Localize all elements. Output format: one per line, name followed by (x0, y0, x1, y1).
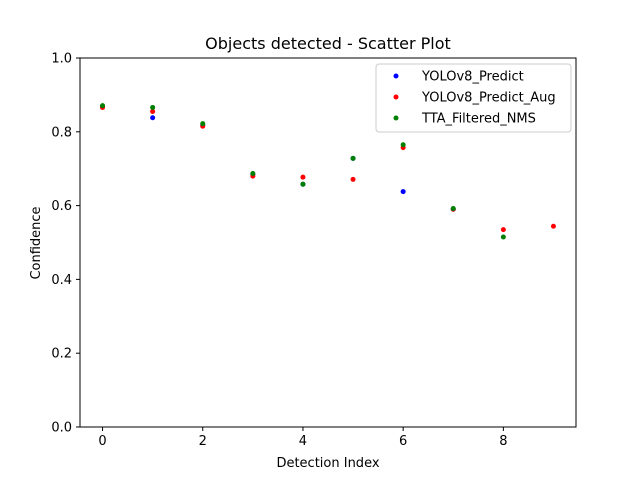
y-tick-label: 1.0 (51, 52, 72, 67)
y-tick-label: 0.8 (51, 125, 72, 140)
legend-marker (393, 94, 399, 100)
data-point (450, 206, 456, 212)
data-point (150, 109, 156, 115)
data-point (100, 103, 106, 109)
legend-label: TTA_Filtered_NMS (421, 112, 536, 127)
y-tick-label: 0.2 (51, 347, 72, 362)
legend-marker (393, 115, 399, 121)
plot-frame (79, 57, 577, 428)
data-point (250, 170, 256, 176)
legend-marker (393, 73, 399, 79)
data-point (500, 227, 506, 233)
legend-label: YOLOv8_Predict_Aug (421, 91, 556, 106)
data-point (150, 115, 156, 121)
legend-box (375, 63, 572, 133)
x-axis-label: Detection Index (276, 456, 379, 471)
legend-label: YOLOv8_Predict (421, 70, 524, 85)
data-point (300, 181, 306, 187)
axis-ticks: 0 2 4 6 8 0.0 0.2 0.4 0.6 0.8 1.0 (51, 52, 507, 450)
data-point (550, 223, 556, 229)
x-tick-label: 2 (199, 434, 207, 449)
y-axis-label: Confidence (29, 206, 44, 279)
y-tick-label: 0.6 (51, 199, 72, 214)
y-tick-label: 0.4 (51, 273, 72, 288)
x-tick-label: 0 (98, 434, 106, 449)
x-tick-label: 8 (499, 434, 507, 449)
data-point (500, 234, 506, 240)
data-point (150, 104, 156, 110)
data-point (200, 121, 206, 127)
chart-title: Objects detected - Scatter Plot (205, 34, 451, 53)
data-point (350, 155, 356, 161)
x-tick-label: 6 (399, 434, 407, 449)
data-point (400, 189, 406, 195)
data-points (100, 103, 556, 240)
data-point (300, 174, 306, 180)
data-point (350, 176, 356, 182)
data-point (400, 142, 406, 148)
series-tta-filtered-nms (100, 103, 506, 240)
x-tick-label: 4 (299, 434, 307, 449)
legend: YOLOv8_Predict YOLOv8_Predict_Aug TTA_Filt… (375, 63, 572, 133)
y-tick-label: 0.0 (51, 421, 72, 436)
